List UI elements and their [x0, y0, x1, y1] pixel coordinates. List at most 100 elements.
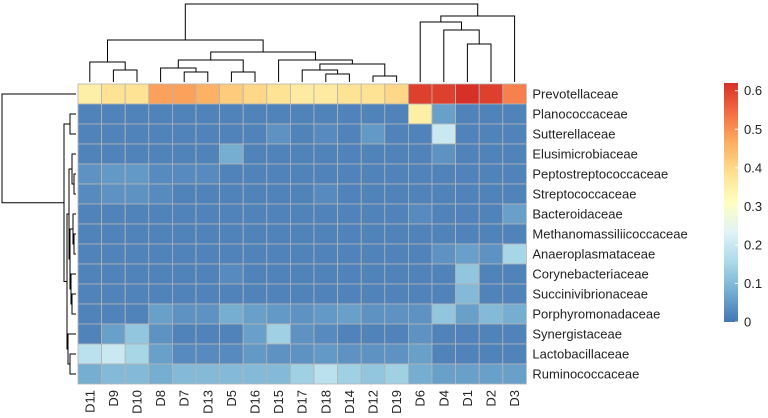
heatmap-cell: [360, 163, 386, 185]
column-label: D15: [271, 390, 286, 414]
heatmap-cell: [195, 263, 221, 285]
heatmap-cell: [219, 183, 244, 205]
column-dendrogram: [89, 3, 516, 82]
heatmap-cell: [148, 103, 173, 125]
heatmap-cell: [313, 363, 339, 385]
heatmap-cell: [502, 363, 527, 385]
column-label: D9: [106, 390, 121, 407]
heatmap-cell: [337, 283, 362, 305]
heatmap-cell: [77, 103, 103, 125]
heatmap-cell: [313, 223, 339, 245]
dendrogram-branch: [372, 75, 398, 82]
heatmap-cell: [195, 283, 221, 305]
heatmap-cell: [77, 243, 103, 265]
heatmap-cell: [407, 343, 433, 365]
heatmap-cell: [313, 183, 339, 205]
heatmap-cell: [77, 143, 103, 165]
column-label: D4: [436, 390, 451, 407]
heatmap-cell: [384, 223, 409, 245]
colorbar-tick-label: 0.3: [744, 199, 762, 214]
heatmap-cell: [289, 243, 315, 265]
heatmap-cell: [384, 323, 409, 345]
heatmap-cell: [337, 203, 362, 225]
heatmap-cell: [337, 243, 362, 265]
heatmap-cell: [101, 283, 126, 305]
heatmap-cell: [219, 243, 244, 265]
heatmap-cell: [242, 303, 268, 325]
dendrogram-branch: [73, 233, 76, 255]
heatmap-cell: [455, 83, 480, 105]
heatmap-cell: [478, 243, 504, 265]
heatmap-cell: [171, 343, 197, 365]
dendrogram-branch: [112, 69, 138, 82]
heatmap-cell: [266, 123, 291, 145]
heatmap-cell: [431, 263, 457, 285]
dendrogram-branch: [210, 51, 316, 60]
heatmap-cell: [101, 243, 126, 265]
row-label: Anaeroplasmataceae: [532, 247, 655, 262]
heatmap-cell: [242, 243, 268, 265]
heatmap-cell: [77, 323, 103, 345]
row-label: Prevotellaceae: [532, 87, 618, 102]
column-label: D2: [484, 390, 499, 407]
heatmap-cell: [101, 123, 126, 145]
heatmap-cell: [289, 183, 315, 205]
heatmap-cell: [384, 203, 409, 225]
heatmap-cell: [407, 83, 433, 105]
column-label: D13: [200, 390, 215, 414]
heatmap-cell: [431, 223, 457, 245]
row-label: Corynebacteriaceae: [532, 267, 648, 282]
heatmap-cell: [77, 203, 103, 225]
heatmap-cell: [337, 143, 362, 165]
dendrogram-branch: [278, 59, 353, 82]
heatmap-cell: [101, 363, 126, 385]
heatmap-cell: [502, 143, 527, 165]
heatmap-cell: [219, 323, 244, 345]
heatmap-cell: [360, 123, 386, 145]
heatmap-cell: [148, 123, 173, 145]
heatmap-cell: [289, 263, 315, 285]
heatmap-cell: [502, 223, 527, 245]
heatmap-cell: [171, 363, 197, 385]
column-label: D1: [460, 390, 475, 407]
heatmap-cell: [455, 163, 480, 185]
colorbar-tick-label: 0.1: [744, 276, 762, 291]
heatmap-cell: [431, 243, 457, 265]
dendrogram-branch: [107, 39, 264, 62]
heatmap-cell: [148, 243, 173, 265]
heatmap-cell: [384, 283, 409, 305]
heatmap-cell: [148, 223, 173, 245]
heatmap-cell: [407, 243, 433, 265]
heatmap-cell: [148, 363, 173, 385]
dendrogram-branch: [443, 29, 480, 82]
heatmap-cell: [101, 263, 126, 285]
colorbar-tick-label: 0.4: [744, 160, 762, 175]
heatmap-cell: [384, 183, 409, 205]
heatmap-cell: [478, 363, 504, 385]
row-label: Synergistaceae: [532, 327, 622, 342]
heatmap-cell: [148, 263, 173, 285]
row-label: Planococcaceae: [532, 107, 627, 122]
heatmap-cell: [313, 283, 339, 305]
heatmap-cell: [431, 303, 457, 325]
heatmap-cell: [242, 163, 268, 185]
heatmap-cell: [431, 323, 457, 345]
heatmap-cell: [360, 363, 386, 385]
heatmap-cell: [266, 243, 291, 265]
dendrogram-branch: [71, 293, 76, 315]
heatmap-cell: [266, 363, 291, 385]
heatmap-cell: [478, 303, 504, 325]
colorbar-tick-label: 0: [744, 315, 751, 330]
heatmap-cell: [171, 223, 197, 245]
heatmap-cell: [266, 343, 291, 365]
heatmap-cell: [407, 183, 433, 205]
heatmap-cell: [101, 343, 126, 365]
heatmap-cell: [455, 203, 480, 225]
heatmap-cell: [77, 183, 103, 205]
heatmap-cell: [219, 203, 244, 225]
heatmap-cell: [360, 283, 386, 305]
heatmap-cell: [289, 143, 315, 165]
heatmap-cell: [124, 323, 150, 345]
heatmap-cell: [266, 163, 291, 185]
heatmap-cell: [337, 303, 362, 325]
